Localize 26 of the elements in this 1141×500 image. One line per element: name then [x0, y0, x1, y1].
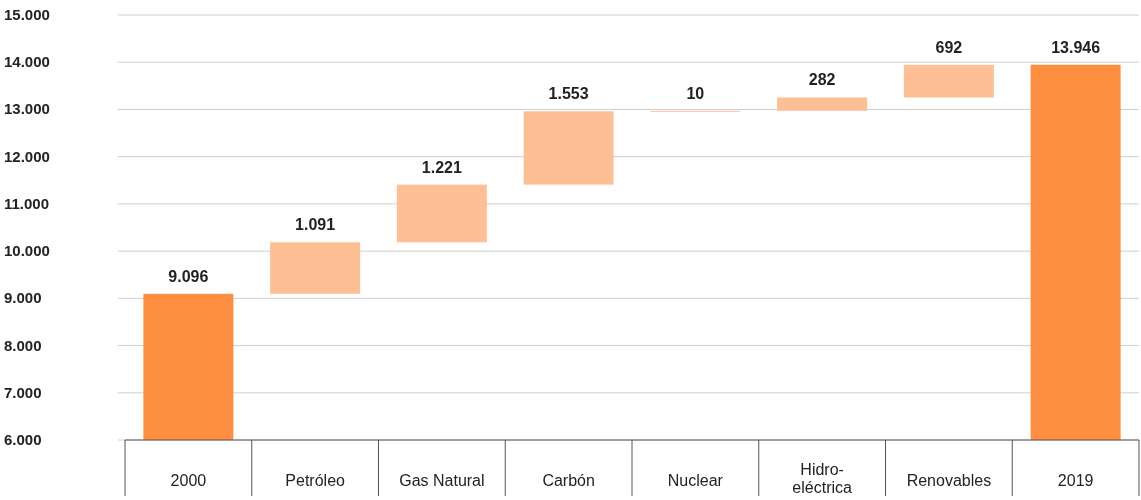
x-tick-label: Renovables [906, 472, 992, 489]
data-label: 9.096 [168, 267, 209, 285]
y-tick-label: 6.000 [4, 431, 42, 448]
x-tick-label: Nuclear [667, 472, 724, 489]
data-label: 282 [808, 71, 836, 89]
data-label: 10 [686, 84, 705, 102]
y-tick-label: 15.000 [4, 6, 50, 23]
x-tick-label: Petróleo [285, 472, 346, 489]
y-tick-label: 8.000 [4, 336, 42, 354]
x-tick-label: Gas Natural [399, 472, 485, 489]
data-label: 1.553 [548, 85, 589, 103]
x-tick-label: 2000 [170, 472, 207, 489]
y-tick-label: 7.000 [4, 383, 42, 401]
data-label: 1.221 [421, 158, 462, 176]
y-tick-label: 9.000 [4, 289, 42, 307]
x-tick-label: Carbón [542, 472, 595, 489]
x-tick-label: 2019 [1057, 472, 1094, 489]
data-label: 13.946 [1051, 38, 1101, 56]
y-tick-label: 12.000 [4, 147, 50, 165]
data-label: 692 [935, 38, 963, 56]
data-label: 1.091 [295, 216, 336, 234]
y-tick-label: 10.000 [4, 242, 50, 260]
x-tick-label: Hidro-eléctrica [792, 461, 853, 496]
y-tick-label: 11.000 [4, 194, 50, 212]
y-tick-label: 14.000 [4, 53, 50, 71]
y-tick-label: 13.000 [4, 100, 50, 118]
